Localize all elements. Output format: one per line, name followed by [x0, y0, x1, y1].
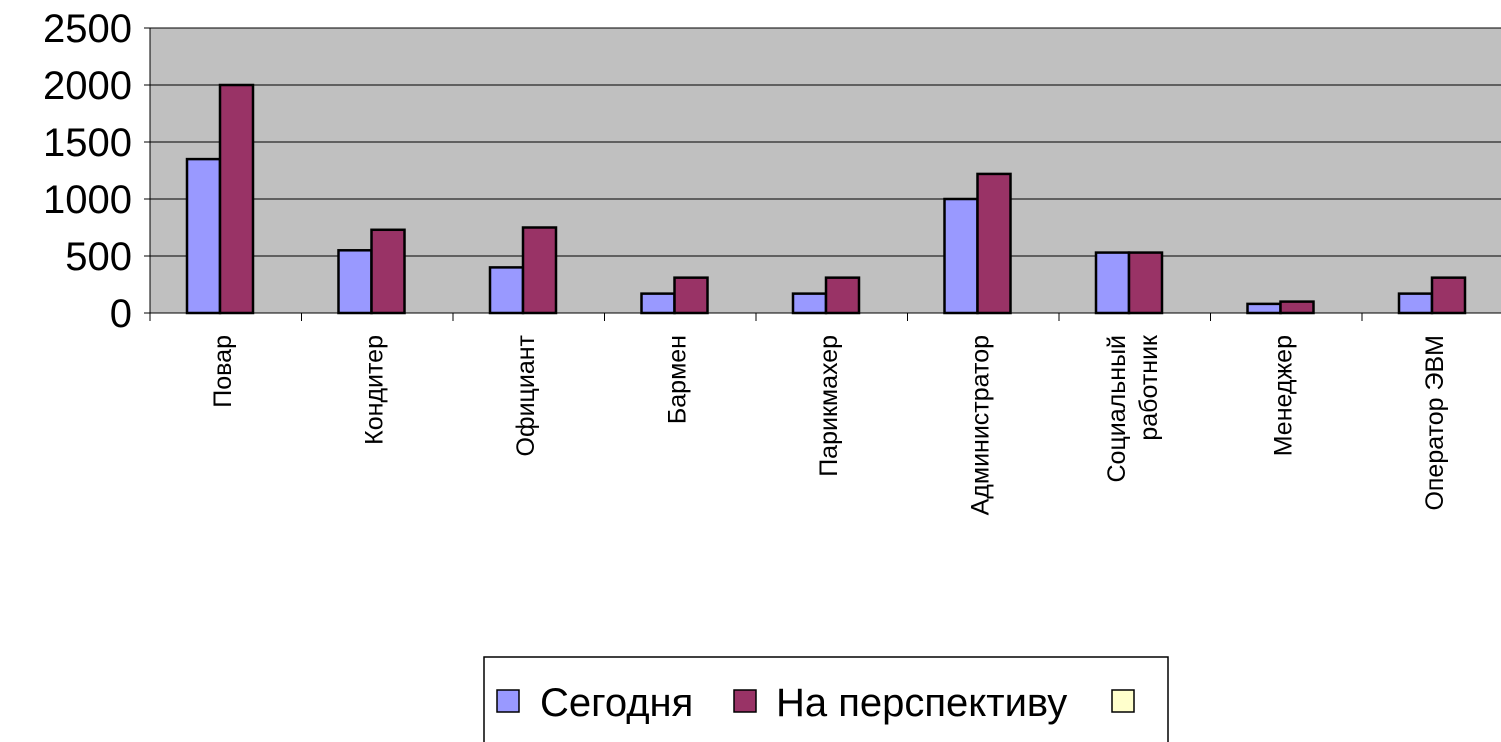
bar-future: [673, 276, 709, 315]
bar-future: [824, 276, 861, 315]
legend-label: Сегодня: [540, 681, 693, 725]
category-label-line: Официант: [512, 334, 540, 456]
bar-today: [640, 292, 676, 315]
bar-future: [370, 228, 406, 315]
y-tick-label: 1000: [43, 178, 132, 222]
y-tick-label: 500: [65, 235, 132, 279]
y-axis: 0 500 1000 1500 2000 2500: [43, 7, 151, 336]
bar-future: [1279, 300, 1315, 315]
bar-today: [488, 266, 525, 315]
bar-future: [1127, 251, 1164, 315]
bar-today: [1397, 292, 1434, 315]
category-label: Кондитер: [361, 335, 389, 445]
bar-today: [337, 249, 373, 315]
y-tick-label: 0: [110, 292, 132, 336]
bar-future: [1430, 276, 1467, 315]
legend-swatch: [496, 689, 520, 713]
category-label: Повар: [209, 335, 237, 408]
category-label: Социальный работник: [1103, 334, 1163, 483]
category-label-line: Бармен: [664, 335, 692, 424]
bar-future: [218, 83, 255, 315]
bar-today: [791, 292, 828, 315]
bar-today: [185, 157, 222, 315]
category-label: Оператор ЭВМ: [1421, 335, 1449, 511]
category-label-line: Парикмахер: [815, 335, 843, 477]
y-tick-label: 2500: [43, 7, 132, 51]
category-label: Администратор: [967, 335, 995, 515]
category-label-line: Оператор ЭВМ: [1421, 335, 1449, 511]
bar-today: [943, 197, 979, 315]
bar-today: [1246, 302, 1282, 315]
category-label-line: Социальный: [1103, 335, 1131, 483]
y-tick-label: 2000: [43, 64, 132, 108]
category-label-line: Менеджер: [1270, 335, 1298, 456]
category-label: Менеджер: [1270, 335, 1298, 456]
legend-label: На перспективу: [776, 681, 1067, 725]
category-labels: Повар Кондитер Официант Бармен Парикмахер Адм…: [209, 334, 1449, 515]
category-label-line: Администратор: [967, 335, 995, 515]
bars: [185, 83, 1467, 315]
category-label-line: Кондитер: [361, 335, 389, 445]
bar-future: [521, 226, 558, 315]
y-tick-label: 1500: [43, 121, 132, 165]
bar-today: [1094, 251, 1131, 315]
legend-box: [483, 656, 1169, 742]
category-label: Парикмахер: [815, 335, 843, 477]
category-label: Официант: [512, 334, 540, 456]
legend: Сегодня На перспективу: [483, 656, 1169, 742]
legend-swatch: [733, 689, 757, 713]
category-label-line: Повар: [209, 335, 237, 408]
category-label: Бармен: [664, 335, 692, 424]
category-label-line: работник: [1135, 334, 1163, 441]
bar-future: [976, 172, 1012, 315]
legend-swatch: [1111, 689, 1135, 713]
